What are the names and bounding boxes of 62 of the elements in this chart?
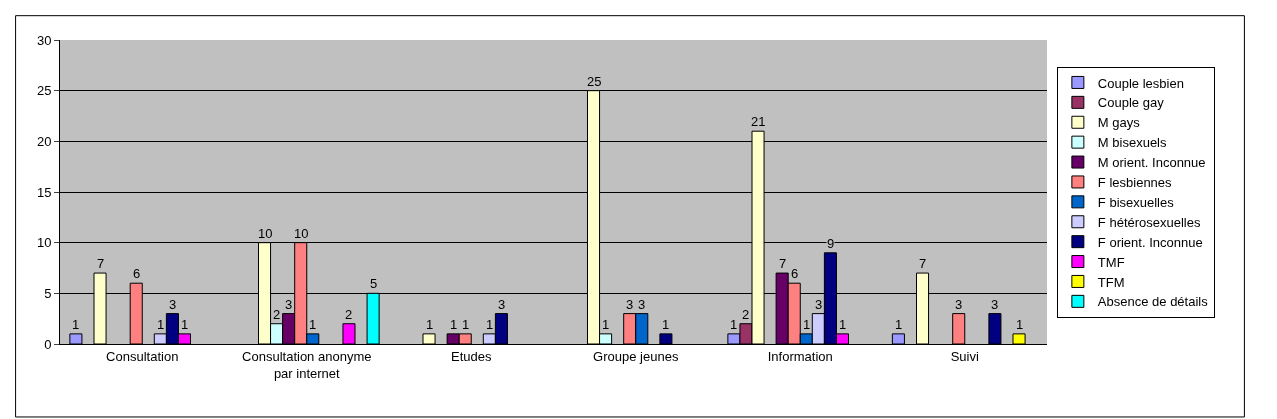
data-label: 10 bbox=[258, 226, 273, 241]
x-tick-label: Suivi bbox=[950, 348, 979, 364]
y-tick-label: 15 bbox=[36, 184, 52, 200]
x-tick-label: Groupe jeunes bbox=[593, 348, 679, 364]
data-label: 7 bbox=[97, 256, 105, 271]
data-label: 3 bbox=[626, 297, 634, 312]
legend-label: M orient. Inconnue bbox=[1097, 155, 1206, 171]
x-tick-label: Consultation bbox=[106, 348, 179, 364]
data-label: 3 bbox=[169, 297, 177, 312]
data-label: 3 bbox=[498, 297, 506, 312]
data-label: 1 bbox=[72, 317, 80, 332]
data-label: 1 bbox=[462, 317, 470, 332]
legend-label: F bisexuelles bbox=[1097, 194, 1175, 210]
data-label: 1 bbox=[157, 317, 165, 332]
data-label: 1 bbox=[309, 317, 317, 332]
data-label: 10 bbox=[294, 226, 309, 241]
data-label: 3 bbox=[991, 297, 999, 312]
y-tick-label: 20 bbox=[36, 133, 52, 149]
legend-label: F orient. Inconnue bbox=[1097, 234, 1203, 250]
data-label: 7 bbox=[919, 256, 927, 271]
x-tick-label: Information bbox=[767, 348, 833, 364]
legend-label: TFM bbox=[1097, 274, 1125, 290]
y-tick-label: 10 bbox=[36, 235, 52, 251]
data-label: 21 bbox=[751, 114, 766, 129]
legend-label: Couple lesbien bbox=[1097, 75, 1184, 91]
data-label: 9 bbox=[827, 236, 835, 251]
data-label: 1 bbox=[426, 317, 434, 332]
y-tick-label: 30 bbox=[36, 32, 52, 48]
legend-label: M gays bbox=[1097, 115, 1141, 131]
legend-label: Couple gay bbox=[1097, 95, 1165, 111]
legend-label: Absence de détails bbox=[1097, 294, 1209, 310]
data-label: 2 bbox=[345, 307, 353, 322]
legend-label: TMF bbox=[1097, 254, 1125, 270]
data-label: 3 bbox=[285, 297, 293, 312]
data-label: 1 bbox=[730, 317, 738, 332]
data-label: 7 bbox=[779, 256, 787, 271]
data-label: 1 bbox=[1016, 317, 1024, 332]
data-label: 1 bbox=[803, 317, 811, 332]
y-tick-label: 0 bbox=[44, 336, 52, 352]
data-label: 1 bbox=[895, 317, 903, 332]
data-label: 1 bbox=[602, 317, 610, 332]
data-label: 2 bbox=[742, 307, 750, 322]
y-tick-label: 5 bbox=[44, 285, 52, 301]
x-tick-label: Etudes bbox=[451, 348, 492, 364]
data-label: 1 bbox=[662, 317, 670, 332]
data-label: 2 bbox=[273, 307, 281, 322]
data-label: 6 bbox=[791, 266, 799, 281]
data-label: 25 bbox=[587, 74, 602, 89]
data-label: 1 bbox=[450, 317, 458, 332]
legend-label: F hétérosexuelles bbox=[1097, 214, 1201, 230]
data-label: 3 bbox=[638, 297, 646, 312]
data-label: 1 bbox=[181, 317, 189, 332]
data-label: 3 bbox=[815, 297, 823, 312]
legend-label: M bisexuels bbox=[1097, 135, 1168, 151]
legend-label: F lesbiennes bbox=[1097, 175, 1173, 191]
data-label: 1 bbox=[486, 317, 494, 332]
data-label: 6 bbox=[133, 266, 141, 281]
x-tick-label: Consultation anonyme par internet bbox=[242, 348, 372, 381]
y-tick-label: 25 bbox=[36, 83, 52, 99]
data-label: 3 bbox=[955, 297, 963, 312]
data-label: 1 bbox=[839, 317, 847, 332]
data-label: 5 bbox=[370, 276, 378, 291]
